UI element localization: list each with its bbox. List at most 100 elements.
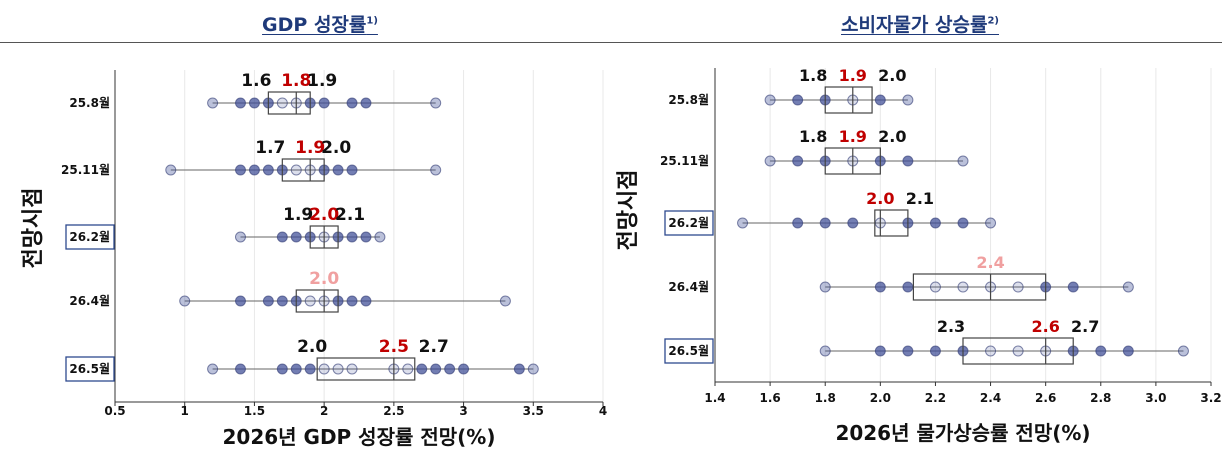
data-point: [207, 363, 219, 375]
data-point: [234, 363, 246, 375]
y-axis-label: 전망시점: [21, 188, 46, 269]
value-label-q1: 1.8: [799, 66, 827, 85]
data-point: [874, 281, 886, 293]
x-tick-label: 2.2: [925, 391, 946, 405]
data-point: [902, 281, 914, 293]
iqr-box: [316, 357, 416, 381]
y-axis-label: 전망시점: [616, 170, 641, 251]
x-tick-label: 3.0: [1145, 391, 1166, 405]
x-tick-label: 1.6: [759, 391, 780, 405]
value-label-q3: 2.0: [878, 127, 906, 146]
value-label-median: 2.6: [1031, 317, 1059, 336]
iqr-box: [874, 209, 909, 237]
x-tick-label: 0.5: [104, 404, 125, 418]
value-label-q1: 2.3: [937, 317, 965, 336]
data-point: [165, 164, 177, 176]
x-tick-label: 2.0: [870, 391, 891, 405]
value-label-median: 1.9: [839, 66, 867, 85]
value-label-q3: 2.1: [335, 205, 365, 225]
value-label-q3: 2.0: [878, 66, 906, 85]
data-point: [819, 345, 831, 357]
x-tick-label: 4: [599, 404, 607, 418]
x-axis-label: 2026년 물가상승률 전망(%): [835, 421, 1090, 445]
data-point: [1122, 345, 1134, 357]
header-divider: [0, 42, 1222, 43]
data-point: [430, 97, 442, 109]
value-label-q3: 2.1: [906, 189, 934, 208]
data-point: [985, 217, 997, 229]
category-label: 26.2월: [69, 229, 110, 244]
data-point: [792, 217, 804, 229]
data-point: [346, 231, 358, 243]
data-point: [318, 363, 330, 375]
category-label: 25.8월: [668, 92, 709, 107]
category-label: 26.5월: [668, 343, 709, 358]
data-point: [1012, 345, 1024, 357]
x-tick-label: 1.4: [704, 391, 725, 405]
value-label-median: 1.9: [295, 138, 325, 158]
value-label-median: 2.5: [379, 337, 409, 357]
data-point: [290, 164, 302, 176]
gdp-growth-chart: 0.5 1 1.5 2 2.5 3 3.5 4 2026년 GDP 성장률 전망(%) 전망시점 2…: [21, 70, 607, 449]
data-point: [374, 231, 386, 243]
data-point: [262, 164, 274, 176]
data-point: [1067, 281, 1079, 293]
data-point: [874, 94, 886, 106]
data-point: [874, 345, 886, 357]
iqr-box: [962, 337, 1074, 365]
data-point: [1122, 281, 1134, 293]
data-point: [304, 295, 316, 307]
value-label-q3: 2.0: [321, 138, 351, 158]
data-point: [513, 363, 525, 375]
data-point: [929, 345, 941, 357]
value-label-q1: 1.8: [799, 127, 827, 146]
x-tick-label: 3.5: [523, 404, 544, 418]
data-point: [792, 94, 804, 106]
data-point: [985, 345, 997, 357]
x-tick-label: 1: [181, 404, 189, 418]
data-point: [957, 281, 969, 293]
data-point: [499, 295, 511, 307]
data-point: [276, 363, 288, 375]
value-label-median: 1.8: [281, 71, 311, 91]
data-point: [1095, 345, 1107, 357]
category-label: 26.4월: [69, 293, 110, 308]
data-point: [346, 363, 358, 375]
data-point: [360, 231, 372, 243]
data-point: [430, 363, 442, 375]
data-point: [234, 164, 246, 176]
category-label: 25.8월: [69, 95, 110, 110]
data-point: [792, 155, 804, 167]
x-tick-label: 2: [320, 404, 328, 418]
data-point: [262, 295, 274, 307]
data-point: [458, 363, 470, 375]
data-point: [1177, 345, 1189, 357]
data-point: [276, 295, 288, 307]
data-point: [902, 94, 914, 106]
cpi-title-footnote: 2): [987, 15, 999, 27]
data-point: [304, 363, 316, 375]
category-label: 26.2월: [668, 215, 709, 230]
data-point: [234, 295, 246, 307]
data-point: [847, 217, 859, 229]
data-point: [737, 217, 749, 229]
category-highlight-box: [65, 224, 115, 250]
value-label-median: 2.0: [866, 189, 894, 208]
x-tick-label: 2.4: [980, 391, 1001, 405]
data-point: [902, 155, 914, 167]
data-point: [819, 281, 831, 293]
gdp-title-footnote: 1): [366, 15, 378, 27]
iqr-box: [281, 158, 325, 182]
data-point: [179, 295, 191, 307]
value-label-q1: 1.9: [283, 205, 313, 225]
data-point: [318, 97, 330, 109]
category-label: 25.11월: [660, 153, 709, 168]
category-highlight-box: [664, 210, 714, 236]
data-point: [276, 97, 288, 109]
data-point: [1012, 281, 1024, 293]
data-point: [902, 345, 914, 357]
gdp-panel-title: GDP 성장률1): [200, 10, 440, 36]
x-tick-label: 1.8: [815, 391, 836, 405]
cpi-panel-title-text: 소비자물가 상승률: [841, 14, 988, 36]
value-label-q3: 1.9: [307, 71, 337, 91]
